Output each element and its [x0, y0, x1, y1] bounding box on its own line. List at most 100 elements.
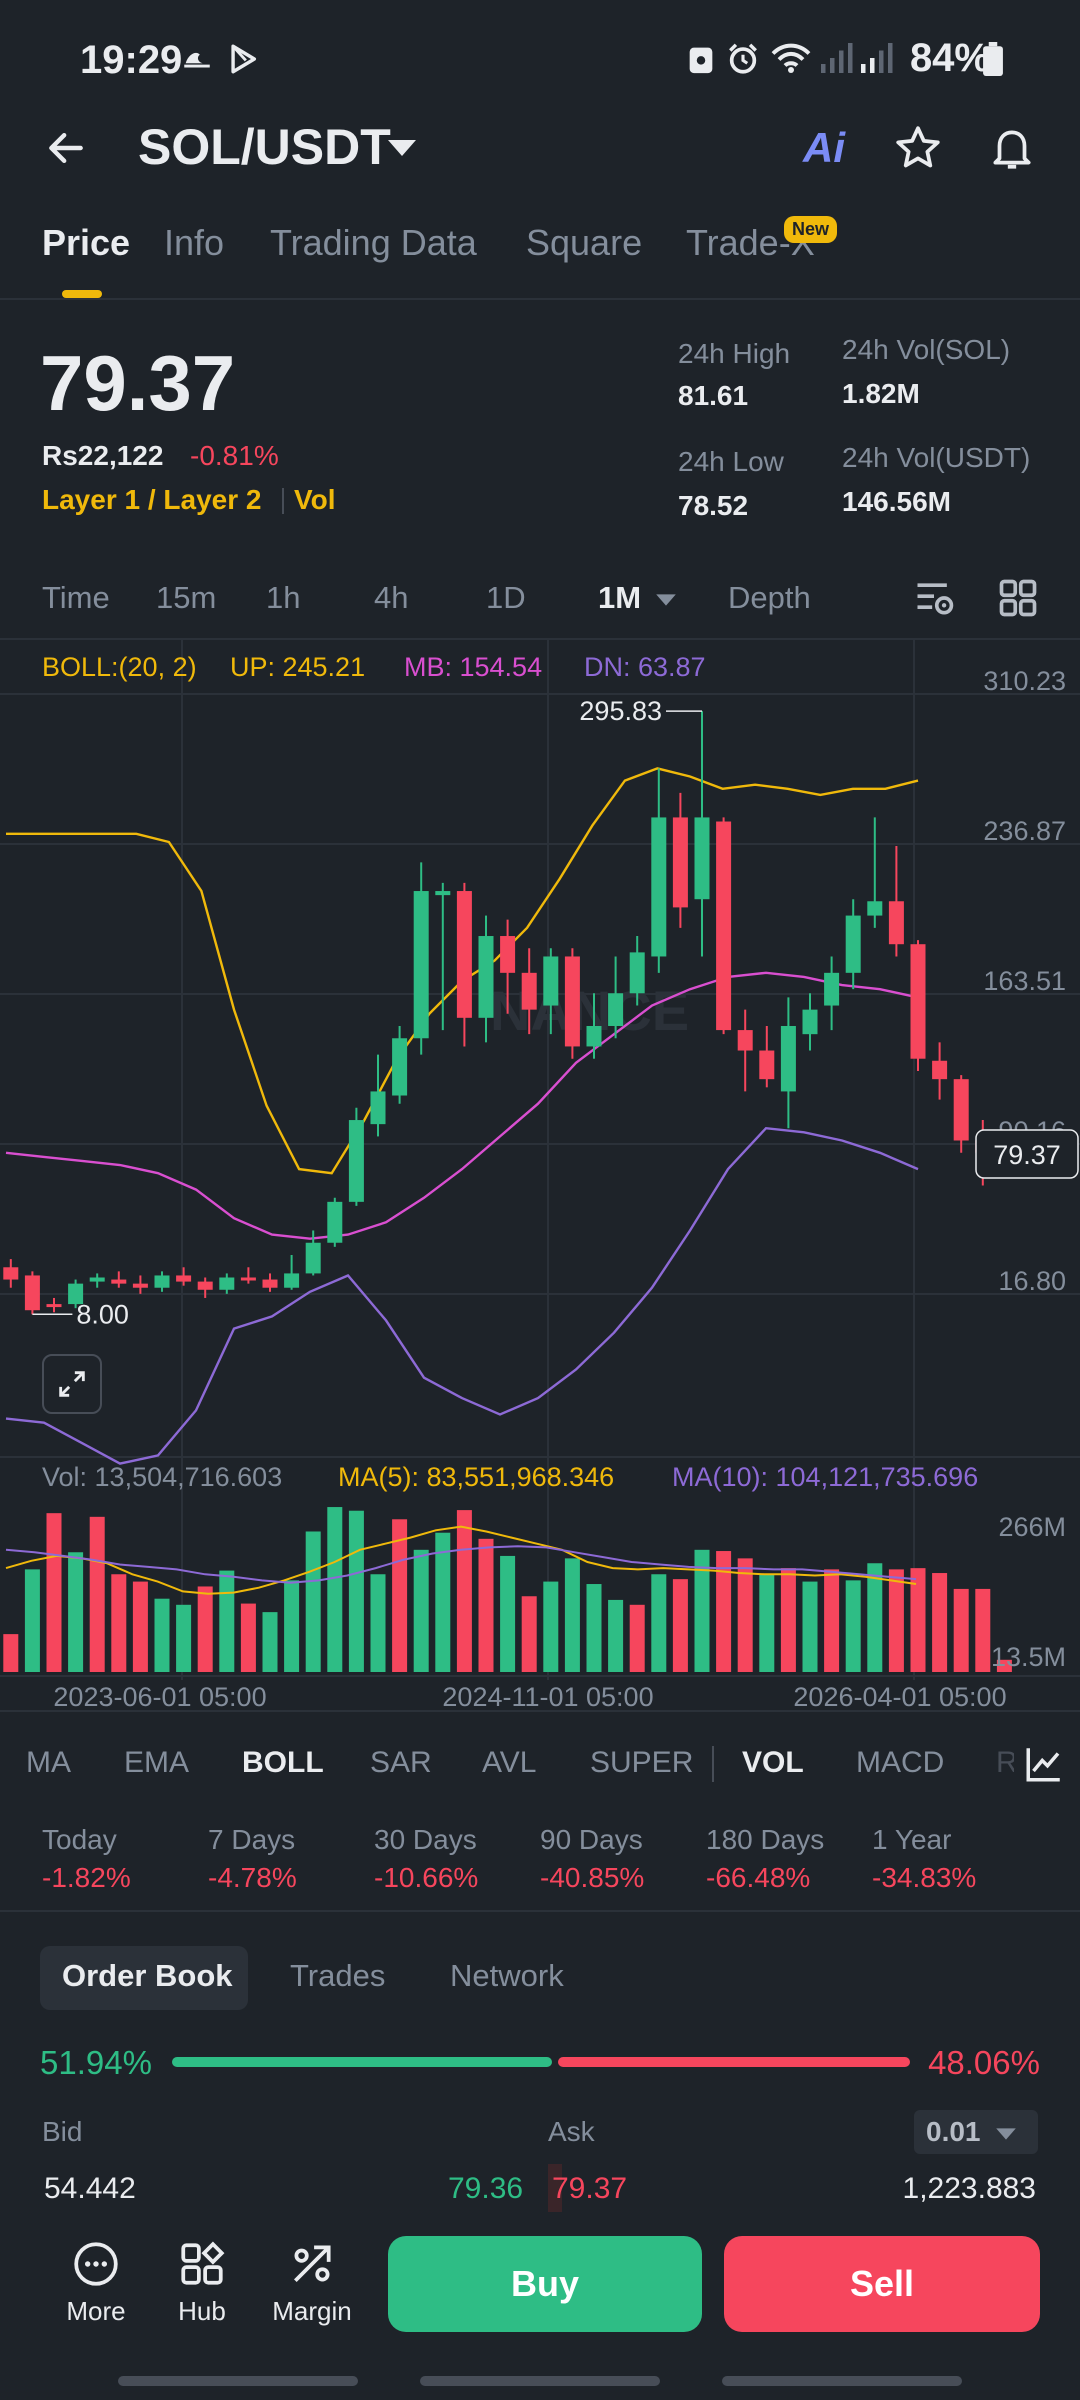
tab-order-book[interactable]: Order Book — [62, 1958, 233, 1993]
indicator-tab-avl[interactable]: AVL — [482, 1746, 537, 1779]
interval-time[interactable]: Time — [42, 580, 110, 615]
ask-column-label: Ask — [548, 2116, 595, 2147]
bell-icon[interactable] — [976, 112, 1048, 184]
more-icon[interactable] — [66, 2234, 126, 2294]
boll-up-label: UP: 245.21 — [230, 652, 366, 682]
volume-bar — [521, 1596, 537, 1672]
order-book-tab-bg — [40, 1946, 248, 2010]
indicator-tab-ma[interactable]: MA — [26, 1746, 71, 1779]
tab-trades[interactable]: Trades — [290, 1958, 386, 1993]
candle-body — [3, 1267, 19, 1280]
vol-tag[interactable]: Vol — [294, 484, 336, 515]
tab-price[interactable]: Price — [42, 222, 131, 263]
indicator-tab-ema[interactable]: EMA — [124, 1746, 190, 1779]
volume-bar — [154, 1598, 170, 1672]
interval-1d[interactable]: 1D — [486, 580, 526, 615]
nav-handle — [420, 2376, 660, 2386]
perf-label-1y: 1 Year — [872, 1824, 952, 1855]
perf-label-today: Today — [42, 1824, 117, 1855]
indicator-tab-macd[interactable]: MACD — [856, 1746, 945, 1779]
volume-bar — [716, 1551, 732, 1672]
candle-body — [888, 901, 904, 945]
tab-network[interactable]: Network — [450, 1958, 564, 1993]
price-chart[interactable]: NANCE 310.23236.87163.5190.1616.80295.83… — [0, 640, 1080, 1710]
category-tag[interactable]: Layer 1 / Layer 2 — [42, 484, 262, 515]
candle-body — [435, 891, 451, 896]
bid-price[interactable]: 79.36 — [448, 2172, 524, 2205]
candle-body — [197, 1281, 213, 1290]
indicator-tab-sar[interactable]: SAR — [370, 1746, 432, 1779]
hub-icon[interactable] — [172, 2234, 232, 2294]
tab-trading-data[interactable]: Trading Data — [270, 222, 477, 263]
volume-bar — [240, 1603, 256, 1672]
layout-grid-icon[interactable] — [996, 576, 1040, 625]
indicator-tab-vol[interactable]: VOL — [742, 1746, 804, 1779]
bid-quantity: 54.442 — [44, 2172, 136, 2205]
candle-body — [910, 944, 926, 1059]
candle-body — [780, 1025, 796, 1092]
volume-bar — [651, 1574, 667, 1672]
vol-base-label: 24h Vol(SOL) — [842, 334, 1011, 365]
volume-ma10-line — [5, 1545, 917, 1584]
perf-label-7d: 7 Days — [208, 1824, 296, 1855]
status-bar: 19:29 84% — [0, 0, 1080, 120]
back-arrow-icon[interactable] — [30, 112, 102, 184]
hub-label[interactable]: Hub — [178, 2296, 226, 2326]
min-marker-label: 8.00 — [76, 1299, 129, 1329]
pair-selector[interactable]: SOL/USDT — [138, 118, 428, 178]
volume-bar — [780, 1568, 796, 1672]
candle-body — [24, 1275, 40, 1311]
perf-value-7d: -4.78% — [208, 1862, 297, 1893]
buy-button[interactable]: Buy — [388, 2236, 702, 2332]
expand-icon — [59, 1371, 85, 1397]
more-label[interactable]: More — [66, 2296, 126, 2326]
volume-ma5-label: MA(5): 83,551,968.346 — [338, 1462, 615, 1492]
ask-ratio-percent: 48.06% — [928, 2044, 1040, 2081]
interval-depth[interactable]: Depth — [728, 580, 811, 615]
volume-bar — [46, 1513, 62, 1672]
ask-price[interactable]: 79.37 — [552, 2172, 628, 2205]
battery-icon — [982, 42, 1004, 81]
precision-selector[interactable] — [914, 2110, 1038, 2154]
volume-bar — [586, 1584, 602, 1672]
divider — [0, 1710, 1080, 1712]
favorite-star-icon[interactable] — [882, 112, 954, 184]
interval-4h[interactable]: 4h — [374, 580, 409, 615]
active-tab-indicator — [62, 290, 102, 298]
battery-percent: 84% — [909, 36, 990, 80]
volume-ma10-label: MA(10): 104,121,735.696 — [672, 1462, 979, 1492]
volume-bar — [694, 1549, 710, 1672]
candle-body — [219, 1277, 235, 1290]
interval-15m[interactable]: 15m — [156, 580, 217, 615]
y-tick-label: 16.80 — [998, 1266, 1066, 1296]
candle-body — [694, 817, 710, 900]
interval-1h[interactable]: 1h — [266, 580, 301, 615]
tab-info[interactable]: Info — [164, 222, 225, 263]
candle-body — [543, 956, 559, 1006]
new-badge: New — [784, 216, 838, 243]
tab-square[interactable]: Square — [526, 222, 643, 263]
volume-bar — [262, 1612, 278, 1672]
candle-body — [651, 817, 667, 957]
expand-chart-button[interactable] — [42, 1354, 102, 1414]
indicator-tab-boll[interactable]: BOLL — [242, 1746, 324, 1779]
indicator-tab-rsi[interactable]: R — [996, 1746, 1018, 1779]
volume-bar — [564, 1558, 580, 1672]
candle-body — [845, 915, 861, 973]
candle-body — [802, 1009, 818, 1035]
ai-assistant-button[interactable]: Ai — [788, 112, 860, 184]
candle-body — [176, 1275, 192, 1282]
indicator-tab-super[interactable]: SUPER — [590, 1746, 694, 1779]
vol-base-value: 1.82M — [842, 378, 920, 409]
volume-bar — [132, 1581, 148, 1672]
margin-icon[interactable] — [282, 2234, 342, 2294]
vol-quote-label: 24h Vol(USDT) — [842, 442, 1031, 473]
sell-button[interactable]: Sell — [724, 2236, 1040, 2332]
precision-value: 0.01 — [926, 2116, 1017, 2148]
chart-settings-icon[interactable] — [912, 576, 956, 625]
ask-ratio-bar — [558, 2057, 910, 2067]
margin-label[interactable]: Margin — [272, 2296, 352, 2326]
indicator-settings-icon[interactable] — [1014, 1738, 1074, 1790]
current-price-box — [975, 1129, 1079, 1179]
interval-1m[interactable]: 1M — [598, 580, 676, 616]
